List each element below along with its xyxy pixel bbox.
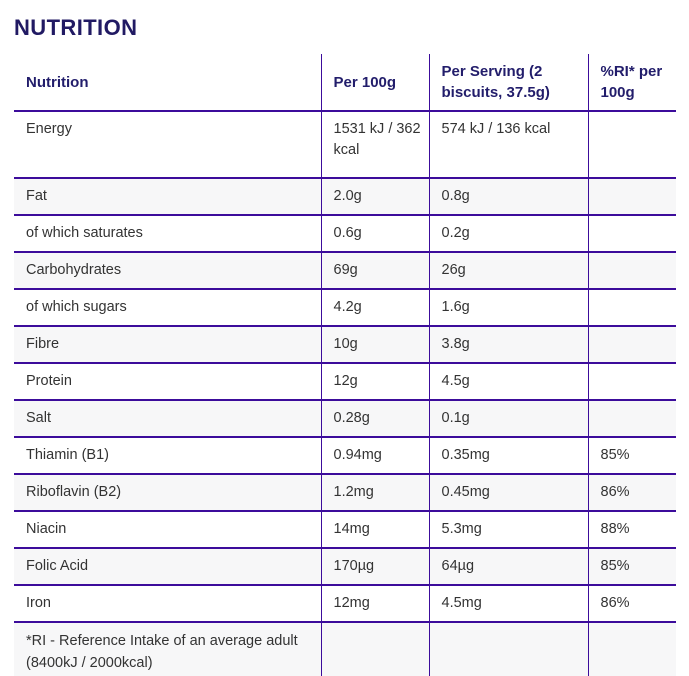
cell-per-serving: 4.5mg: [428, 585, 588, 623]
cell-per-100g: 14mg: [320, 511, 429, 549]
cell-ri-per-100g: [587, 178, 676, 216]
col-header-ri-per-100g: %RI* per 100g: [587, 54, 676, 112]
cell-nutrition-label: Salt: [14, 400, 321, 438]
cell-per-100g: 0.94mg: [320, 437, 429, 475]
cell-ri-per-100g: [587, 111, 676, 179]
nutrition-page: NUTRITION Nutrition Per 100g Per Serving…: [0, 15, 689, 676]
table-footer: *RI - Reference Intake of an average adu…: [14, 622, 676, 676]
cell-ri-per-100g: 88%: [587, 511, 676, 549]
table-row: Protein 12g 4.5g: [14, 363, 676, 401]
cell-per-serving: 3.8g: [428, 326, 588, 364]
table-row: of which saturates 0.6g 0.2g: [14, 215, 676, 253]
cell-per-100g: 1531 kJ / 362 kcal: [320, 111, 429, 179]
cell-nutrition-label: Protein: [14, 363, 321, 401]
cell-per-100g: 2.0g: [320, 178, 429, 216]
cell-nutrition-label: Fat: [14, 178, 321, 216]
cell-nutrition-label: Folic Acid: [14, 548, 321, 586]
cell-nutrition-label: Energy: [14, 111, 321, 179]
cell-ri-per-100g: 85%: [587, 548, 676, 586]
cell-per-100g: 0.28g: [320, 400, 429, 438]
cell-per-100g: 0.6g: [320, 215, 429, 253]
page-title: NUTRITION: [14, 15, 138, 40]
cell-per-serving: 0.1g: [428, 400, 588, 438]
footnote-empty-cell: [587, 622, 676, 676]
cell-nutrition-label: Fibre: [14, 326, 321, 364]
cell-nutrition-label: Iron: [14, 585, 321, 623]
cell-per-serving: 1.6g: [428, 289, 588, 327]
cell-ri-per-100g: 85%: [587, 437, 676, 475]
cell-ri-per-100g: [587, 400, 676, 438]
footnote-row: *RI - Reference Intake of an average adu…: [14, 622, 676, 676]
table-body: Energy 1531 kJ / 362 kcal 574 kJ / 136 k…: [14, 111, 676, 623]
cell-per-serving: 0.2g: [428, 215, 588, 253]
table-row: Riboflavin (B2) 1.2mg 0.45mg 86%: [14, 474, 676, 512]
cell-nutrition-label: Niacin: [14, 511, 321, 549]
col-header-nutrition: Nutrition: [14, 54, 321, 112]
cell-per-serving: 4.5g: [428, 363, 588, 401]
cell-per-serving: 0.45mg: [428, 474, 588, 512]
table-header: Nutrition Per 100g Per Serving (2 biscui…: [14, 54, 676, 112]
cell-per-100g: 12mg: [320, 585, 429, 623]
cell-ri-per-100g: [587, 363, 676, 401]
cell-per-serving: 5.3mg: [428, 511, 588, 549]
cell-per-serving: 0.8g: [428, 178, 588, 216]
footnote-text: *RI - Reference Intake of an average adu…: [14, 622, 321, 676]
cell-nutrition-label: Riboflavin (B2): [14, 474, 321, 512]
footnote-empty-cell: [428, 622, 588, 676]
footnote-empty-cell: [320, 622, 429, 676]
table-row: Thiamin (B1) 0.94mg 0.35mg 85%: [14, 437, 676, 475]
table-row: Energy 1531 kJ / 362 kcal 574 kJ / 136 k…: [14, 111, 676, 179]
cell-ri-per-100g: [587, 289, 676, 327]
cell-per-100g: 4.2g: [320, 289, 429, 327]
cell-per-100g: 69g: [320, 252, 429, 290]
table-row: Fat 2.0g 0.8g: [14, 178, 676, 216]
table-row: of which sugars 4.2g 1.6g: [14, 289, 676, 327]
cell-per-100g: 10g: [320, 326, 429, 364]
cell-nutrition-label: Carbohydrates: [14, 252, 321, 290]
cell-ri-per-100g: [587, 252, 676, 290]
cell-nutrition-label: Thiamin (B1): [14, 437, 321, 475]
cell-per-serving: 26g: [428, 252, 588, 290]
cell-nutrition-label: of which saturates: [14, 215, 321, 253]
header-row: Nutrition Per 100g Per Serving (2 biscui…: [14, 54, 676, 112]
table-row: Salt 0.28g 0.1g: [14, 400, 676, 438]
table-row: Fibre 10g 3.8g: [14, 326, 676, 364]
col-header-per-serving: Per Serving (2 biscuits, 37.5g): [428, 54, 588, 112]
cell-ri-per-100g: [587, 326, 676, 364]
cell-ri-per-100g: 86%: [587, 474, 676, 512]
cell-per-100g: 12g: [320, 363, 429, 401]
nutrition-table: Nutrition Per 100g Per Serving (2 biscui…: [14, 54, 676, 676]
cell-nutrition-label: of which sugars: [14, 289, 321, 327]
cell-ri-per-100g: [587, 215, 676, 253]
table-row: Folic Acid 170µg 64µg 85%: [14, 548, 676, 586]
cell-ri-per-100g: 86%: [587, 585, 676, 623]
col-header-per-100g: Per 100g: [320, 54, 429, 112]
cell-per-serving: 64µg: [428, 548, 588, 586]
table-row: Niacin 14mg 5.3mg 88%: [14, 511, 676, 549]
table-row: Carbohydrates 69g 26g: [14, 252, 676, 290]
table-row: Iron 12mg 4.5mg 86%: [14, 585, 676, 623]
cell-per-serving: 0.35mg: [428, 437, 588, 475]
cell-per-100g: 170µg: [320, 548, 429, 586]
cell-per-100g: 1.2mg: [320, 474, 429, 512]
cell-per-serving: 574 kJ / 136 kcal: [428, 111, 588, 179]
